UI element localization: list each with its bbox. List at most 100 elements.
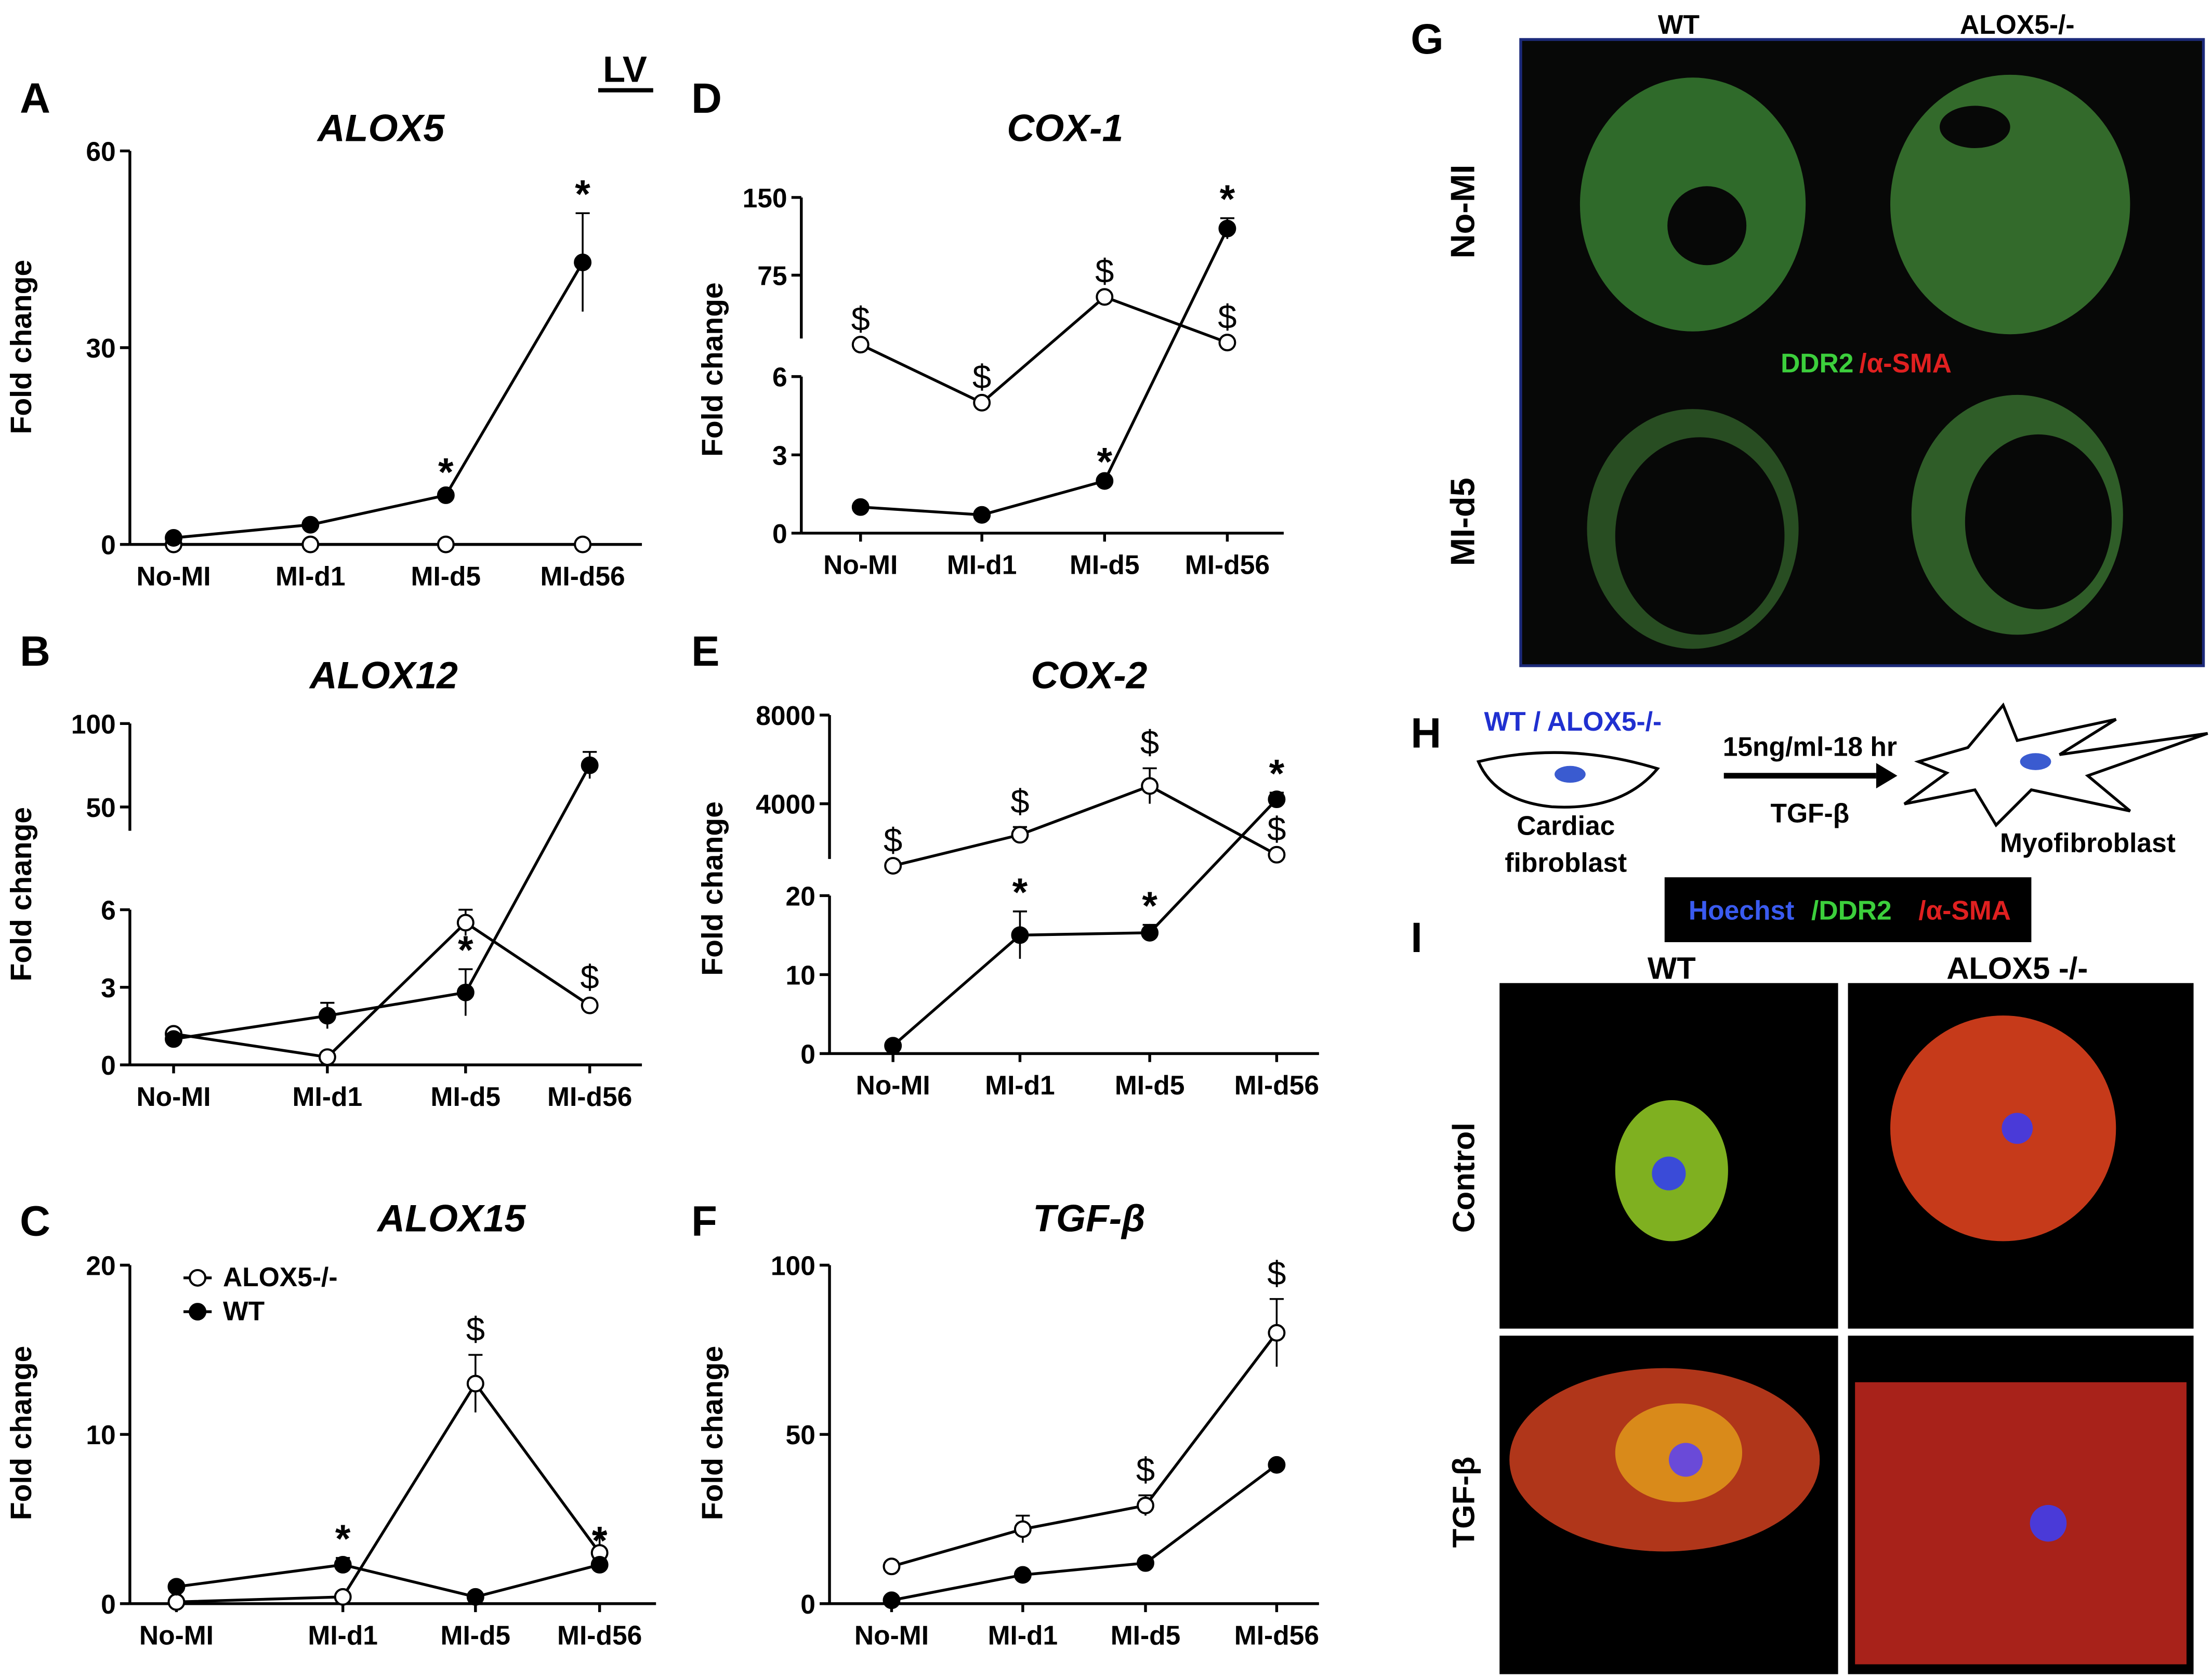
data-point	[1096, 288, 1114, 306]
x-tick-label: MI-d56	[1185, 550, 1270, 580]
column-label: WT	[1658, 9, 1700, 39]
y-tick-label: 100	[771, 1250, 815, 1280]
significance-mark: *	[1220, 177, 1235, 221]
panel-label: D	[691, 75, 722, 122]
nucleus	[1555, 765, 1586, 783]
series-line	[860, 295, 1228, 405]
significance-mark: *	[1012, 870, 1028, 915]
nucleus	[2002, 1113, 2033, 1144]
treatment-label: TGF-β	[1770, 798, 1849, 828]
data-point	[884, 857, 902, 875]
significance-mark: $	[972, 358, 991, 396]
x-tick-label: MI-d1	[275, 561, 346, 591]
x-tick-label: MI-d1	[947, 550, 1017, 580]
data-point	[581, 756, 599, 774]
x-tick-label: MI-d1	[985, 1070, 1055, 1100]
row-label: No-MI	[1443, 165, 1481, 259]
data-point	[456, 914, 475, 932]
data-point	[973, 393, 991, 412]
y-tick-label: 0	[101, 1050, 116, 1080]
series-line	[176, 1381, 601, 1604]
series-line	[860, 228, 1229, 517]
y-tick-label: 0	[800, 1589, 815, 1619]
significance-mark: *	[1269, 751, 1285, 796]
x-tick-label: No-MI	[136, 561, 210, 591]
panel-label: B	[20, 628, 50, 675]
stain-label: /DDR2	[1811, 895, 1892, 926]
legend-marker	[189, 1303, 207, 1321]
y-tick-label: 0	[101, 1589, 116, 1619]
data-point	[1137, 1554, 1154, 1572]
x-tick-label: MI-d1	[988, 1620, 1058, 1650]
data-point	[590, 1555, 609, 1574]
stain-label: Hoechst	[1689, 895, 1794, 926]
data-point	[466, 1588, 484, 1606]
data-point	[1096, 472, 1114, 490]
fibroblast-shape	[1476, 751, 1660, 809]
stain-label: DDR2	[1781, 348, 1853, 378]
x-tick-label: MI-d5	[1111, 1620, 1181, 1650]
x-tick-label: No-MI	[854, 1620, 929, 1650]
y-axis-label: Fold change	[696, 282, 729, 457]
y-tick-label: 0	[800, 1039, 815, 1069]
legend-label: ALOX5-/-	[223, 1262, 338, 1292]
significance-mark: $	[1136, 1450, 1155, 1488]
legend-label: WT	[223, 1296, 265, 1326]
x-tick-label: No-MI	[823, 550, 898, 580]
y-axis-label: Fold change	[696, 1346, 729, 1521]
series-line	[891, 1332, 1278, 1568]
row-label: MI-d5	[1443, 478, 1481, 566]
lumen	[1965, 434, 2112, 610]
y-tick-label: 20	[86, 1250, 115, 1280]
data-point	[1268, 790, 1286, 809]
y-tick-label: 8000	[756, 701, 815, 731]
series-line	[891, 1463, 1278, 1602]
cell-label: Myofibroblast	[2000, 827, 2176, 857]
lumen	[1667, 186, 1747, 266]
series-line	[892, 784, 1278, 867]
lumen	[1615, 437, 1785, 635]
data-point	[851, 336, 870, 354]
data-point	[167, 1593, 186, 1611]
legend-marker	[189, 1269, 207, 1287]
data-point	[334, 1555, 352, 1574]
heart-section	[1890, 74, 2130, 335]
y-axis-label: Fold change	[5, 260, 38, 434]
x-tick-label: MI-d56	[1234, 1620, 1319, 1650]
series-line	[173, 261, 584, 539]
x-tick-label: MI-d56	[540, 561, 625, 591]
significance-mark: $	[851, 300, 870, 338]
data-point	[165, 529, 182, 547]
data-point	[1141, 923, 1159, 942]
chart-title: TGF-β	[1033, 1197, 1145, 1239]
data-point	[1137, 1497, 1154, 1514]
y-tick-label: 75	[757, 261, 787, 291]
y-tick-label: 3	[101, 973, 116, 1003]
series-line	[173, 764, 591, 1041]
data-point	[466, 1375, 484, 1393]
significance-mark: $	[1267, 810, 1286, 848]
y-tick-label: 10	[86, 1420, 115, 1450]
chart-title: ALOX12	[309, 654, 458, 696]
y-tick-label: 50	[786, 1420, 815, 1450]
nucleus	[2030, 1504, 2067, 1542]
data-point	[851, 498, 870, 516]
y-tick-label: 6	[101, 895, 116, 926]
lumen	[1940, 105, 2010, 148]
row-label: TGF-β	[1446, 1457, 1481, 1548]
panel-label: H	[1411, 709, 1441, 757]
x-tick-label: No-MI	[139, 1620, 214, 1650]
y-tick-label: 0	[101, 530, 116, 560]
significance-mark: $	[884, 821, 902, 859]
significance-mark: *	[1097, 440, 1112, 484]
significance-mark: $	[581, 958, 599, 996]
nucleus	[1652, 1156, 1686, 1191]
significance-mark: *	[335, 1517, 351, 1561]
data-point	[884, 1037, 902, 1055]
significance-mark: *	[458, 928, 473, 972]
y-axis-label: Fold change	[5, 1346, 38, 1521]
significance-mark: *	[592, 1518, 608, 1563]
row-label: Control	[1446, 1123, 1481, 1233]
series-line	[892, 798, 1278, 1047]
data-point	[167, 1578, 186, 1596]
